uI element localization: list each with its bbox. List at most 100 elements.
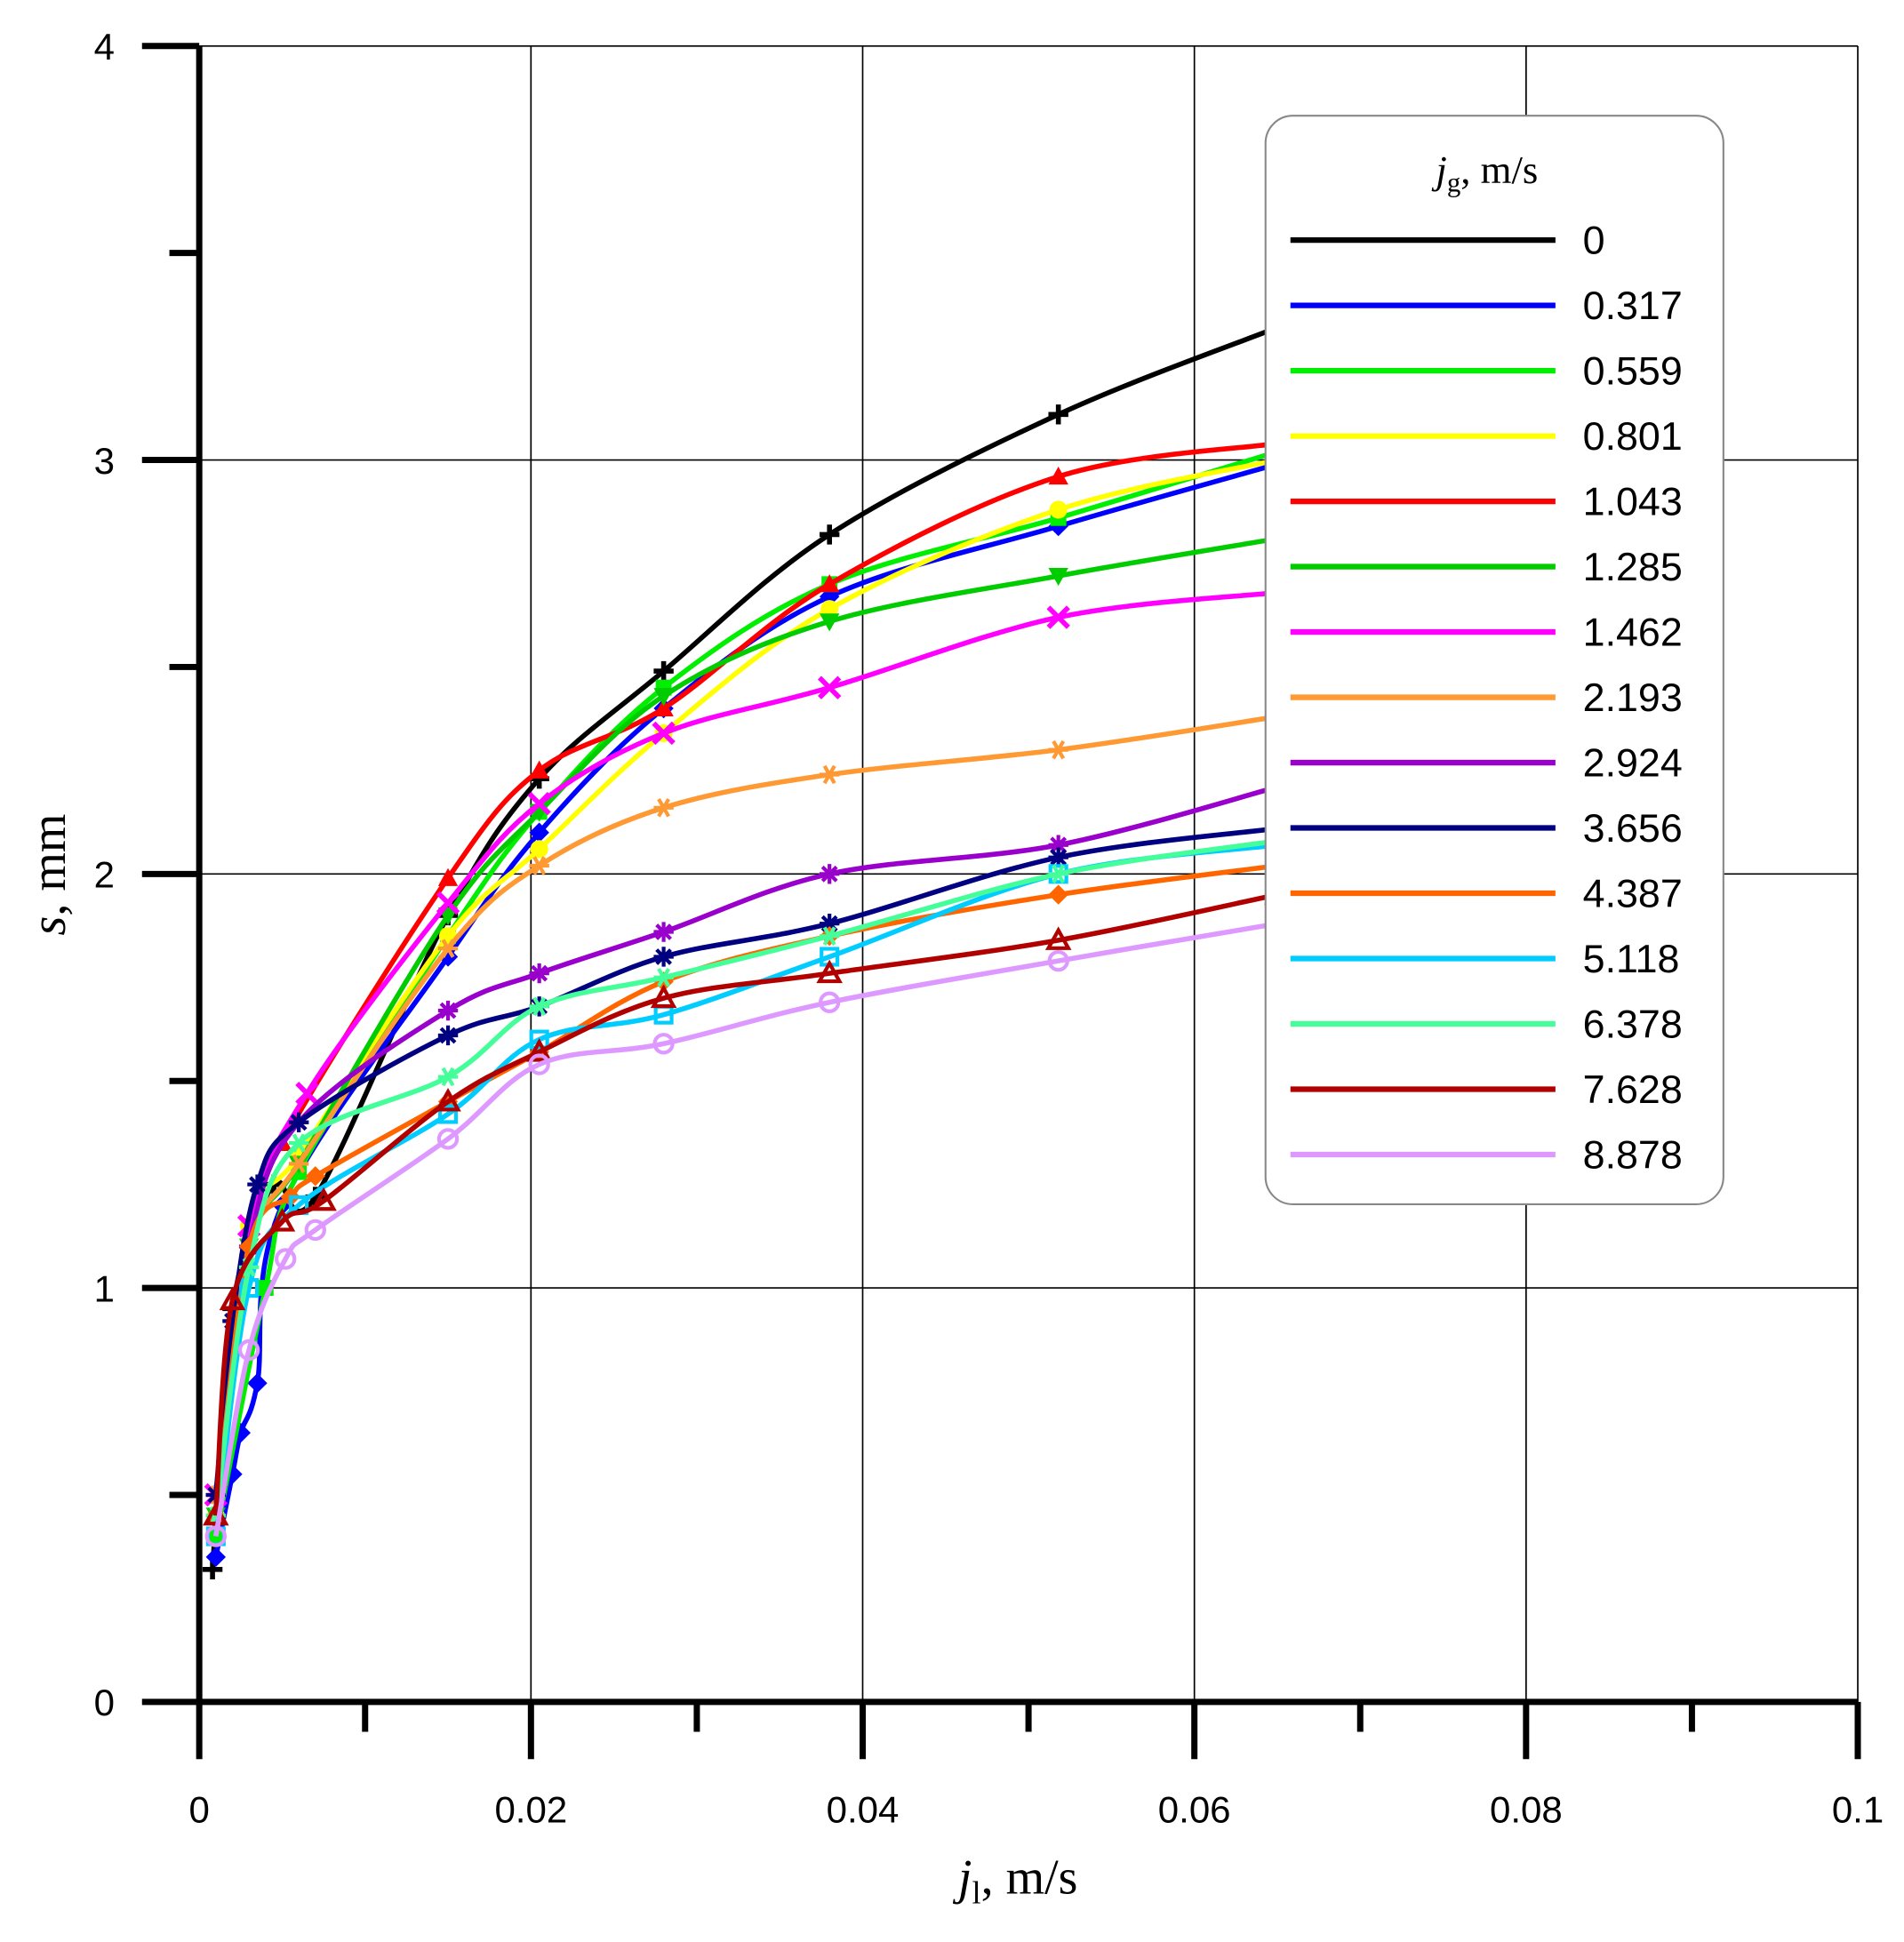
asterisk-marker [529, 963, 549, 984]
triangle-up-marker [653, 698, 674, 716]
open-triangle-marker [310, 1187, 337, 1211]
asterisk-marker [1048, 835, 1068, 855]
cross-marker [1046, 605, 1070, 629]
x-tick-label: 0.04 [827, 1789, 900, 1831]
x-tick-label: 0 [188, 1789, 209, 1831]
open-circle-marker [237, 1339, 260, 1362]
x-tick-label: 0.08 [1490, 1789, 1563, 1831]
series-0.317 [205, 454, 1288, 1568]
y-tick-label: 3 [94, 440, 115, 482]
circle-marker [1049, 500, 1068, 519]
star-marker [653, 798, 674, 818]
series-6.378 [205, 831, 1288, 1526]
star-marker [437, 1067, 459, 1087]
open-square-marker [437, 1104, 459, 1124]
star-marker [1048, 864, 1068, 884]
legend-label: 4.387 [1583, 871, 1683, 915]
cross-marker [818, 675, 842, 699]
open-square-marker [239, 1278, 260, 1299]
x-tick-label: 0.1 [1832, 1789, 1884, 1831]
legend-label: 3.656 [1583, 806, 1683, 851]
axes: 0 0.02 0.04 0.06 0.08 0.1 0 1 2 3 4 [94, 26, 1884, 1830]
x-tick-label: 0.06 [1158, 1789, 1231, 1831]
triangle-up-marker [437, 867, 459, 886]
triangle-up-marker [819, 574, 840, 593]
cross-marker [527, 791, 551, 816]
legend-label: 0.801 [1583, 414, 1683, 459]
open-circle-marker [275, 1248, 297, 1270]
open-triangle-marker [525, 1038, 553, 1062]
open-triangle-marker [435, 1087, 461, 1112]
asterisk-marker [288, 1112, 309, 1132]
y-tick-label: 0 [94, 1682, 115, 1723]
asterisk-marker [222, 1311, 243, 1331]
plus-marker [819, 524, 840, 545]
legend-label: 0.559 [1583, 349, 1683, 394]
cross-marker [436, 891, 460, 915]
square-marker [207, 1528, 224, 1545]
y-tick-label: 2 [94, 854, 115, 896]
open-circle-marker [204, 1525, 227, 1547]
triangle-down-marker [1048, 568, 1068, 587]
diamond-marker [1048, 884, 1068, 905]
asterisk-marker [819, 914, 840, 934]
open-square-marker [529, 1029, 549, 1050]
triangle-up-marker [1048, 466, 1068, 485]
legend-label: 5.118 [1583, 937, 1680, 981]
star-marker [819, 764, 840, 785]
diamond-marker [529, 822, 549, 843]
star-marker [437, 939, 459, 958]
open-circle-marker [652, 1033, 675, 1055]
open-circle-marker [1047, 949, 1069, 972]
open-triangle-marker [1044, 926, 1072, 950]
triangle-up-marker [529, 760, 549, 779]
cross-marker [652, 721, 676, 746]
open-triangle-marker [219, 1286, 246, 1311]
circle-marker [530, 840, 548, 859]
asterisk-marker [437, 1000, 459, 1021]
series-line [213, 826, 1278, 1496]
asterisk-marker [819, 864, 840, 884]
legend: jg, m/s 0 0.317 0.559 0.801 1.043 1.285 1.462 2… [1264, 115, 1724, 1206]
legend-label: 7.628 [1583, 1067, 1683, 1112]
asterisk-marker [653, 922, 674, 942]
asterisk-marker [437, 1025, 459, 1046]
open-circle-marker [436, 1128, 460, 1150]
legend-label: 0.317 [1583, 284, 1683, 328]
legend-label: 6.378 [1583, 1002, 1683, 1046]
star-marker [529, 996, 549, 1017]
cross-marker [295, 1081, 319, 1106]
x-tick-label: 0.02 [494, 1789, 567, 1831]
y-axis-label: s, mm [21, 814, 76, 936]
legend-label: 8.878 [1583, 1132, 1683, 1177]
legend-label: 2.193 [1583, 675, 1683, 720]
open-circle-marker [304, 1219, 326, 1242]
y-tick-label: 1 [94, 1267, 115, 1309]
legend-title: jg, m/s [1431, 148, 1538, 198]
open-triangle-marker [816, 959, 843, 984]
legend-label: 2.924 [1583, 740, 1683, 785]
open-circle-marker [528, 1053, 550, 1075]
star-marker [819, 926, 840, 946]
series-line [213, 921, 1278, 1538]
open-triangle-marker [650, 984, 677, 1009]
legend-label: 1.462 [1583, 610, 1683, 654]
star-marker [288, 1154, 309, 1174]
y-tick-label: 4 [94, 26, 115, 68]
series-line [213, 536, 1278, 1516]
triangle-down-marker [819, 613, 840, 632]
star-marker [288, 1133, 309, 1153]
legend-label: 1.285 [1583, 545, 1683, 589]
triangle-down-marker [653, 688, 674, 707]
open-circle-marker [819, 991, 841, 1013]
series-line [213, 441, 1278, 1516]
legend-label: 1.043 [1583, 479, 1683, 523]
series-8.878 [204, 913, 1289, 1547]
series-7.628 [203, 881, 1291, 1526]
diamond-marker [247, 1373, 268, 1394]
series-1.285 [205, 531, 1288, 1526]
series-group [202, 317, 1291, 1580]
plus-marker [1048, 404, 1068, 425]
star-marker [529, 856, 549, 875]
